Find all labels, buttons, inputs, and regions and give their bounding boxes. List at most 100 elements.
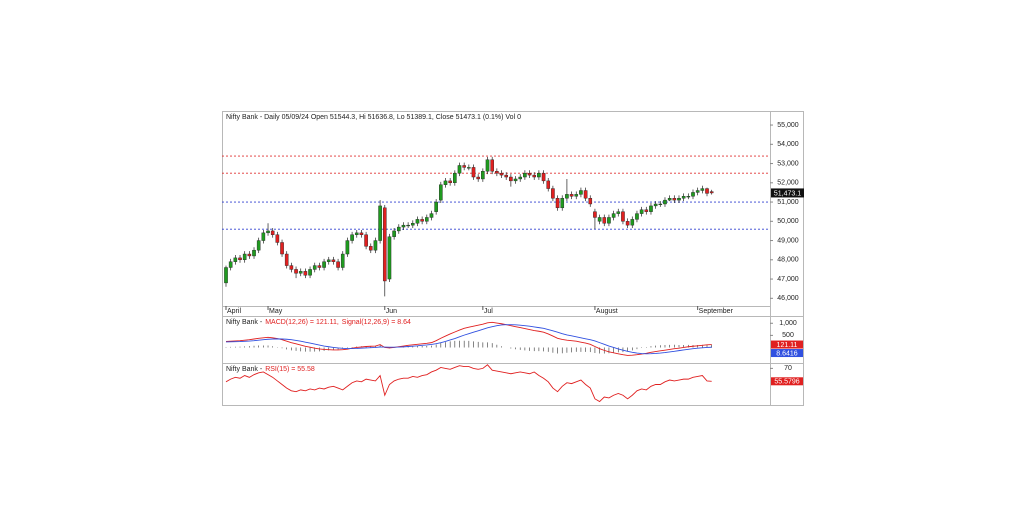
- candle-body: [280, 242, 284, 255]
- candle-body: [429, 213, 434, 218]
- candle-body: [681, 196, 686, 199]
- y-tick-label: 1,000: [779, 320, 797, 327]
- candle-body: [621, 211, 625, 222]
- panel-title-label: RSI(15) = 55.58: [265, 366, 315, 373]
- candle-body: [415, 219, 420, 224]
- candle-body: [256, 240, 261, 251]
- candle-body: [289, 265, 294, 270]
- y-tick-label: 48,000: [777, 257, 799, 264]
- candle-body: [495, 171, 499, 174]
- panel-title-label: MACD(12,26) = 121.11,: [265, 319, 339, 326]
- candle-body: [467, 167, 471, 169]
- candle-body: [663, 199, 667, 205]
- candle-body: [625, 221, 630, 226]
- candle-body: [481, 171, 485, 180]
- candle-body: [284, 253, 289, 266]
- candle-body: [336, 261, 340, 268]
- candle-body: [513, 178, 518, 182]
- candle-body: [686, 196, 691, 198]
- candle-body: [368, 246, 373, 251]
- candle-body: [401, 224, 406, 228]
- candle-body: [653, 203, 658, 207]
- panel-title: Nifty Bank - RSI(15) = 55.58: [226, 366, 315, 373]
- candle-body: [434, 201, 438, 212]
- chart-title: Nifty Bank - Daily 05/09/24 Open 51544.3…: [226, 114, 521, 121]
- y-tick-label: 70: [784, 365, 792, 372]
- candle-body: [691, 192, 695, 197]
- candle-body: [387, 236, 392, 280]
- candle-body: [560, 198, 565, 209]
- y-tick-label: 46,000: [777, 295, 799, 302]
- candle-body: [611, 213, 616, 218]
- candle-body: [247, 253, 252, 257]
- y-tick-label: 47,000: [777, 276, 799, 283]
- y-tick-label: 54,000: [777, 141, 799, 148]
- last-price-label: 51,473.1: [774, 190, 801, 197]
- candle-body: [448, 180, 452, 184]
- candle-body: [298, 271, 303, 274]
- candle-body: [378, 205, 382, 241]
- candle-body: [476, 176, 480, 180]
- candle-body: [499, 172, 504, 176]
- candle-body: [457, 165, 462, 174]
- candle-body: [639, 209, 644, 214]
- y-tick-label: 51,000: [777, 199, 799, 206]
- candle-body: [569, 194, 574, 197]
- candle-body: [485, 159, 490, 172]
- candle-body: [523, 172, 527, 178]
- series-line: [225, 324, 712, 355]
- candle-body: [340, 253, 345, 268]
- series-line: [225, 321, 712, 356]
- candle-body: [364, 234, 368, 247]
- candle-body: [359, 232, 364, 235]
- candle-body: [677, 198, 681, 201]
- candle-body: [504, 174, 509, 178]
- candle-body: [326, 259, 331, 262]
- candle-body: [555, 198, 560, 209]
- candle-body: [588, 198, 593, 205]
- candle-body: [658, 203, 663, 205]
- candle-body: [607, 217, 611, 224]
- candle-body: [471, 167, 476, 178]
- candle-body: [579, 190, 583, 195]
- candle-body: [420, 219, 424, 222]
- candle-body: [700, 188, 705, 191]
- candle-body: [425, 217, 429, 222]
- y-tick-label: 52,000: [777, 180, 799, 187]
- candle-body: [275, 234, 280, 243]
- candle-body: [537, 172, 541, 178]
- candle-body: [565, 194, 569, 199]
- x-tick-label: Jul: [484, 308, 493, 315]
- candle-body: [350, 234, 354, 241]
- candle-body: [294, 269, 298, 274]
- y-tick-label: 55,000: [777, 122, 799, 129]
- x-tick-label: Jun: [386, 308, 397, 315]
- candle-body: [266, 230, 270, 234]
- candle-body: [345, 240, 350, 255]
- candle-body: [331, 259, 336, 262]
- candle-body: [261, 232, 266, 241]
- candle-body: [509, 176, 513, 182]
- candle-body: [252, 249, 256, 257]
- x-tick-label: August: [596, 308, 618, 315]
- candle-body: [373, 240, 378, 251]
- value-box-label: 121.11: [777, 342, 798, 349]
- candle-body: [630, 219, 635, 226]
- candle-body: [597, 217, 602, 222]
- candle-body: [672, 198, 677, 201]
- candle-body: [705, 188, 709, 194]
- candle-body: [541, 172, 546, 182]
- candle-body: [406, 224, 410, 227]
- value-box: [771, 340, 803, 349]
- candle-body: [583, 190, 588, 199]
- panel-title-prefix: Nifty Bank -: [226, 366, 263, 373]
- candle-body: [490, 159, 494, 172]
- y-tick-label: 53,000: [777, 160, 799, 167]
- x-tick-label: September: [699, 308, 734, 315]
- candle-body: [308, 269, 312, 276]
- candle-body: [453, 172, 457, 184]
- candle-body: [303, 271, 308, 276]
- candle-body: [462, 165, 466, 168]
- candle-body: [439, 184, 443, 201]
